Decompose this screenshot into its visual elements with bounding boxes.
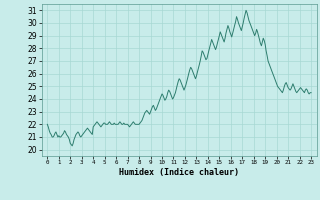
X-axis label: Humidex (Indice chaleur): Humidex (Indice chaleur) [119,168,239,177]
